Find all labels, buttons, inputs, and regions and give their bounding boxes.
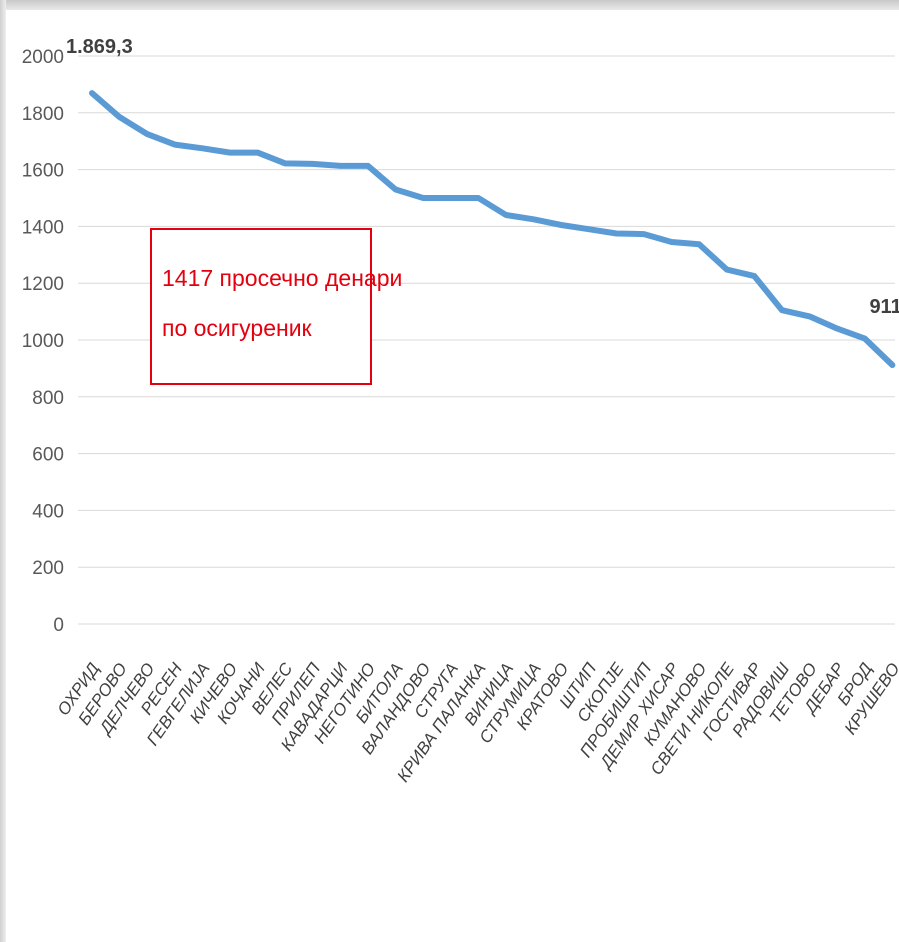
- y-tick-label-800: 800: [32, 388, 64, 409]
- series-line-path: [89, 90, 896, 369]
- y-tick-label-0: 0: [53, 615, 64, 636]
- y-tick-label-1600: 1600: [22, 161, 64, 182]
- y-axis-tick-labels: 0 200 400 600 800 1000 1200 1400 1600 1800 2000: [22, 47, 64, 636]
- data-label-point-29: 911,6: [869, 296, 899, 318]
- y-tick-label-1800: 1800: [22, 104, 64, 125]
- y-tick-label-1000: 1000: [22, 331, 64, 352]
- window-left-edge: [0, 0, 6, 942]
- data-label-point-0: 1.869,3: [66, 36, 133, 58]
- series-line: [89, 90, 896, 369]
- x-axis-category-labels: ОХРИДБЕРОВОДЕЛЧЕВОРЕСЕНГЕВГЕЛИЈАКИЧЕВОКО…: [54, 659, 899, 786]
- annotation-line-1: 1417 просечно денари: [162, 265, 403, 291]
- data-labels: 1.869,3 911,6: [66, 36, 899, 318]
- y-tick-label-1200: 1200: [22, 274, 64, 295]
- y-tick-label-200: 200: [32, 558, 64, 579]
- y-tick-label-2000: 2000: [22, 47, 64, 68]
- average-annotation-box: 1417 просечно денари по осигуреник: [150, 228, 403, 385]
- y-tick-label-600: 600: [32, 445, 64, 466]
- window-top-edge: [0, 0, 899, 10]
- gridlines: [78, 55, 895, 625]
- annotation-line-2: по осигуреник: [162, 315, 312, 341]
- y-tick-label-400: 400: [32, 501, 64, 522]
- y-tick-label-1400: 1400: [22, 217, 64, 238]
